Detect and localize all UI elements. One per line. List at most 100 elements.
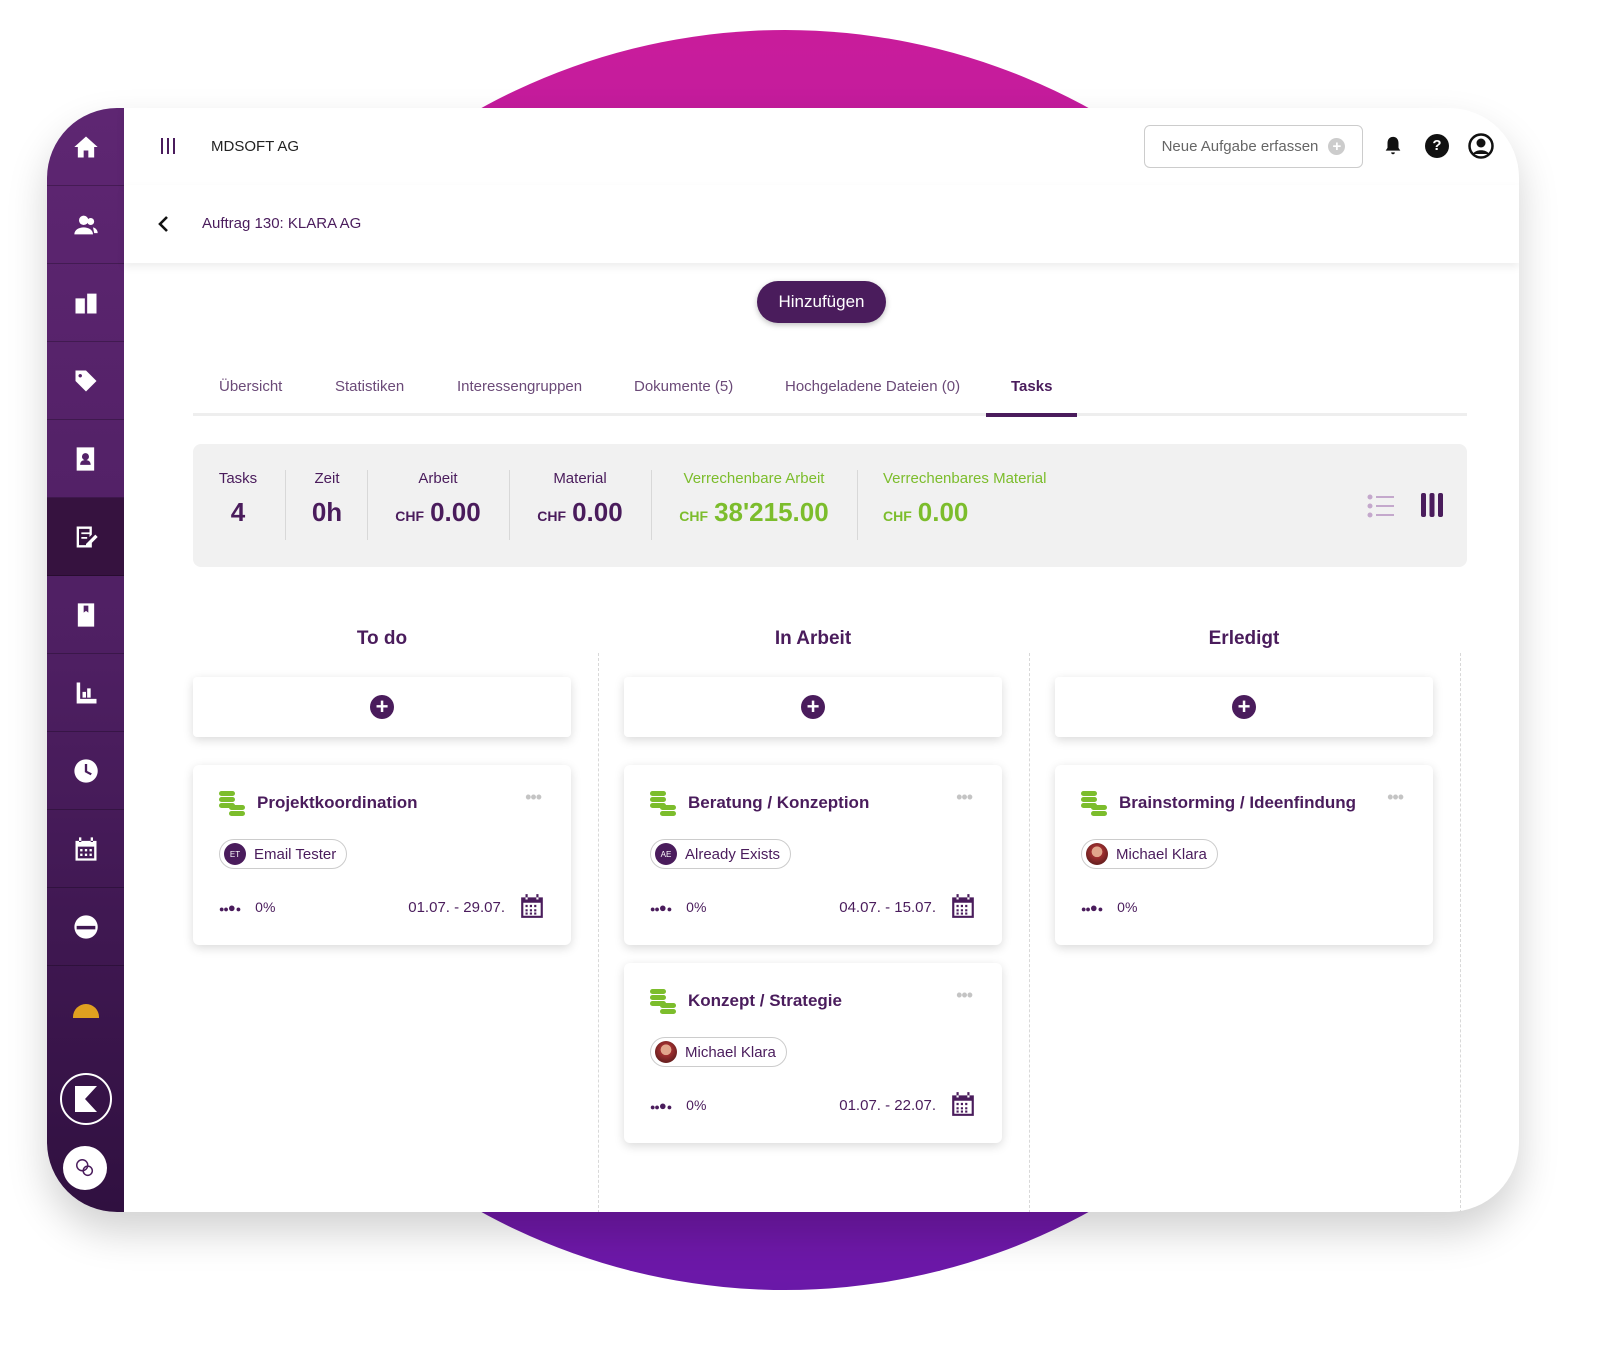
sidebar-item-home[interactable] bbox=[47, 108, 124, 186]
add-button[interactable]: Hinzufügen bbox=[757, 281, 886, 323]
tab-uebersicht[interactable]: Übersicht bbox=[219, 378, 283, 395]
sidebar-item-web[interactable] bbox=[47, 888, 124, 966]
more-options-icon[interactable]: ••• bbox=[956, 985, 973, 1005]
calendar-button[interactable] bbox=[950, 893, 976, 924]
stat-label: Material bbox=[553, 470, 607, 487]
task-card[interactable]: Brainstorming / Ideenfindung ••• Michael K… bbox=[1055, 765, 1433, 945]
coins-icon bbox=[219, 791, 245, 816]
tag-icon bbox=[75, 370, 96, 391]
stats-panel bbox=[193, 444, 1467, 567]
progress-dots-icon: ●●●● bbox=[1081, 900, 1104, 915]
bell-icon[interactable] bbox=[1382, 134, 1404, 158]
back-arrow-icon[interactable] bbox=[157, 215, 169, 233]
list-view-icon[interactable] bbox=[1367, 494, 1395, 518]
user-account-icon[interactable] bbox=[1468, 133, 1494, 159]
more-options-icon[interactable]: ••• bbox=[525, 787, 542, 807]
task-card[interactable]: Beratung / Konzeption ••• AE Already Exists… bbox=[624, 765, 1002, 945]
tab-tasks[interactable]: Tasks bbox=[1011, 378, 1053, 395]
progress-value: 0% bbox=[1117, 899, 1138, 915]
tab-hochgeladene-dateien[interactable]: Hochgeladene Dateien (0) bbox=[785, 378, 961, 395]
stat-value: 0h bbox=[311, 497, 343, 527]
stat-zeit: Zeit 0h bbox=[303, 470, 351, 528]
plus-circle-icon: + bbox=[1328, 138, 1346, 155]
progress-value: 0% bbox=[686, 1097, 707, 1113]
tab-interessengruppen[interactable]: Interessengruppen bbox=[457, 378, 583, 395]
assignee-name: Michael Klara bbox=[1116, 845, 1207, 863]
home-icon bbox=[73, 136, 98, 157]
coins-icon-wrap bbox=[1081, 791, 1109, 822]
board-view-icon[interactable] bbox=[1420, 493, 1444, 517]
stat-value: 4 bbox=[230, 497, 246, 527]
add-task-button[interactable]: + bbox=[193, 677, 571, 737]
task-title: Projektkoordination bbox=[257, 793, 418, 812]
menu-toggle-icon[interactable] bbox=[161, 138, 175, 154]
sidebar-item-calendar[interactable] bbox=[47, 810, 124, 888]
coins-icon bbox=[650, 791, 676, 816]
progress-dots-icon: ●●●● bbox=[219, 900, 242, 915]
klara-logo-button[interactable] bbox=[60, 1073, 112, 1125]
divider bbox=[651, 470, 652, 540]
new-task-button[interactable]: Neue Aufgabe erfassen + bbox=[1144, 125, 1363, 168]
sidebar-item-integration[interactable] bbox=[47, 966, 124, 1044]
sidebar-item-reports[interactable] bbox=[47, 654, 124, 732]
more-options-icon[interactable]: ••• bbox=[1387, 787, 1404, 807]
coins-icon-wrap bbox=[650, 989, 678, 1020]
stat-label: Tasks bbox=[218, 470, 258, 487]
avatar bbox=[1086, 843, 1108, 865]
sidebar-item-book[interactable] bbox=[47, 576, 124, 654]
coins-icon-wrap bbox=[219, 791, 247, 822]
more-options-icon[interactable]: ••• bbox=[956, 787, 973, 807]
breadcrumb: Auftrag 130: KLARA AG bbox=[124, 185, 1519, 263]
plus-circle-icon: + bbox=[1232, 695, 1256, 719]
coins-icon-wrap bbox=[650, 791, 678, 822]
assignee-chip[interactable]: Michael Klara bbox=[650, 1037, 787, 1067]
sidebar bbox=[47, 108, 124, 1212]
add-task-button[interactable]: + bbox=[624, 677, 1002, 737]
help-icon[interactable]: ? bbox=[1425, 134, 1449, 158]
chat-icon bbox=[76, 1159, 94, 1177]
assignee-chip[interactable]: Michael Klara bbox=[1081, 839, 1218, 869]
add-task-button[interactable]: + bbox=[1055, 677, 1433, 737]
sidebar-item-time[interactable] bbox=[47, 732, 124, 810]
column-title: In Arbeit bbox=[774, 628, 852, 649]
sidebar-item-addressbook[interactable] bbox=[47, 420, 124, 498]
calendar-icon[interactable] bbox=[950, 1091, 976, 1117]
task-title: Brainstorming / Ideenfindung bbox=[1119, 793, 1357, 812]
book-icon bbox=[77, 602, 94, 627]
calendar-icon[interactable] bbox=[519, 893, 545, 919]
tab-dokumente[interactable]: Dokumente (5) bbox=[634, 378, 734, 395]
klara-k-icon bbox=[75, 1086, 97, 1112]
currency: CHF bbox=[395, 508, 425, 524]
plus-circle-icon: + bbox=[370, 695, 394, 719]
date-range: 04.07. - 15.07. bbox=[839, 899, 936, 916]
progress-dots-icon: ●●●● bbox=[650, 900, 673, 915]
divider bbox=[285, 470, 286, 540]
sidebar-item-companies[interactable] bbox=[47, 264, 124, 342]
avatar bbox=[655, 1041, 677, 1063]
currency: CHF bbox=[883, 508, 912, 524]
assignee-chip[interactable]: AE Already Exists bbox=[650, 839, 792, 869]
task-card[interactable]: Projektkoordination ••• ET Email Tester ●●●●… bbox=[193, 765, 571, 945]
assignee-name: Email Tester bbox=[254, 845, 337, 863]
sidebar-item-contacts[interactable] bbox=[47, 186, 124, 264]
task-title: Beratung / Konzeption bbox=[688, 793, 870, 812]
chat-button[interactable] bbox=[63, 1146, 107, 1190]
calendar-button[interactable] bbox=[519, 893, 545, 924]
chart-icon bbox=[76, 682, 96, 703]
coins-icon bbox=[1081, 791, 1107, 816]
progress: ●●●● 0% bbox=[1081, 899, 1137, 915]
progress-value: 0% bbox=[255, 899, 276, 915]
task-card[interactable]: Konzept / Strategie ••• Michael Klara ●●●● 0… bbox=[624, 963, 1002, 1143]
assignee-chip[interactable]: ET Email Tester bbox=[219, 839, 348, 869]
stat-label: Zeit bbox=[314, 470, 340, 487]
sidebar-item-products[interactable] bbox=[47, 342, 124, 420]
calendar-button[interactable] bbox=[950, 1091, 976, 1122]
calendar-icon[interactable] bbox=[950, 893, 976, 919]
assignee-name: Already Exists bbox=[685, 845, 781, 863]
column-divider bbox=[1460, 653, 1461, 1212]
sidebar-item-tasks[interactable] bbox=[47, 498, 124, 576]
stat-label: Verrechenbares Material bbox=[883, 470, 1047, 487]
page-title: Auftrag 130: KLARA AG bbox=[202, 215, 362, 232]
tab-statistiken[interactable]: Statistiken bbox=[335, 378, 405, 395]
progress: ●●●● 0% bbox=[219, 899, 275, 915]
